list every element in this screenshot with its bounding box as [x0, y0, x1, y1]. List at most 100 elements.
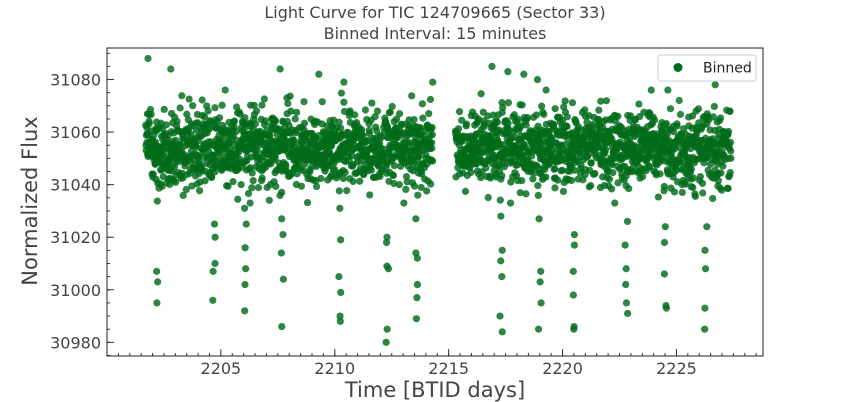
dip-point — [384, 265, 393, 273]
dip-point — [498, 273, 506, 281]
data-point — [368, 99, 376, 107]
dip-point — [211, 233, 219, 241]
data-point — [654, 193, 662, 201]
dip-point — [498, 246, 506, 254]
dip-point — [537, 299, 545, 307]
data-point — [160, 105, 168, 114]
dip-point — [240, 204, 249, 212]
data-point — [396, 110, 404, 118]
data-point — [548, 146, 556, 154]
data-point — [727, 147, 735, 155]
dip-point — [621, 241, 629, 249]
data-point — [241, 114, 249, 122]
x-tick-label: 2215 — [428, 359, 469, 378]
data-point — [542, 86, 550, 94]
data-point — [426, 95, 435, 104]
dip-point — [701, 246, 709, 254]
data-point — [182, 185, 190, 194]
data-point — [297, 182, 305, 190]
dip-point — [569, 291, 577, 299]
data-point — [583, 118, 591, 126]
data-point — [540, 110, 548, 118]
dip-point — [660, 270, 669, 278]
data-point — [563, 122, 571, 131]
dip-point — [335, 273, 343, 281]
data-point — [727, 154, 735, 162]
outlier-point — [520, 70, 528, 78]
x-tick-label: 2220 — [542, 359, 583, 378]
data-point — [656, 170, 664, 178]
data-point — [317, 174, 325, 183]
data-point — [428, 131, 436, 139]
dip-point — [336, 317, 344, 325]
dip-point — [569, 267, 577, 275]
data-point — [696, 173, 704, 181]
data-point — [635, 100, 643, 108]
data-point — [516, 189, 524, 197]
data-point — [402, 172, 411, 181]
data-point — [417, 183, 425, 192]
data-point — [676, 110, 685, 119]
dip-point — [624, 309, 632, 318]
data-point — [561, 97, 569, 105]
y-tick-label: 31020 — [50, 228, 101, 247]
data-point — [551, 105, 559, 113]
data-point — [523, 114, 531, 122]
dip-point — [383, 233, 391, 241]
data-point — [718, 186, 726, 194]
data-point — [428, 157, 437, 165]
data-point — [367, 166, 375, 174]
data-point — [337, 89, 346, 97]
y-tick-label: 31000 — [50, 281, 101, 300]
data-point — [205, 123, 213, 131]
dip-point — [536, 278, 544, 286]
data-point — [230, 117, 239, 125]
data-point — [365, 129, 374, 137]
data-point — [145, 120, 153, 128]
data-point — [699, 189, 707, 197]
data-point — [153, 197, 161, 205]
data-point — [198, 96, 206, 104]
data-point — [614, 112, 622, 120]
data-point — [258, 101, 266, 109]
dip-point — [496, 312, 504, 320]
dip-point — [209, 267, 217, 275]
dip-point — [537, 267, 545, 275]
data-point — [200, 113, 209, 121]
data-point — [408, 92, 416, 100]
data-point — [237, 180, 245, 189]
data-point — [402, 185, 410, 193]
data-point — [201, 177, 209, 185]
dip-point — [661, 223, 669, 231]
x-tick-label: 2210 — [314, 359, 355, 378]
dip-point — [209, 296, 217, 304]
data-point — [312, 182, 321, 191]
dip-point — [413, 254, 421, 262]
data-point — [395, 181, 403, 189]
dip-point — [414, 191, 422, 199]
data-point — [265, 196, 273, 204]
dip-point — [210, 220, 219, 228]
data-point — [349, 177, 357, 186]
data-point — [286, 92, 294, 100]
data-point — [189, 102, 197, 110]
data-point — [532, 111, 541, 119]
data-point — [361, 106, 370, 114]
dip-point — [497, 212, 505, 220]
data-point — [291, 115, 299, 123]
data-point — [482, 164, 490, 172]
dip-point — [242, 265, 250, 273]
data-point — [248, 169, 256, 177]
data-point — [400, 199, 408, 207]
dip-point — [412, 315, 420, 323]
data-point — [698, 179, 707, 187]
data-point — [410, 182, 419, 190]
dip-point — [412, 215, 420, 223]
data-point — [253, 146, 261, 155]
data-point — [682, 180, 690, 188]
data-point — [673, 166, 681, 174]
data-point — [389, 171, 398, 180]
data-point — [726, 168, 734, 177]
data-point — [660, 182, 668, 191]
data-point — [249, 177, 257, 185]
